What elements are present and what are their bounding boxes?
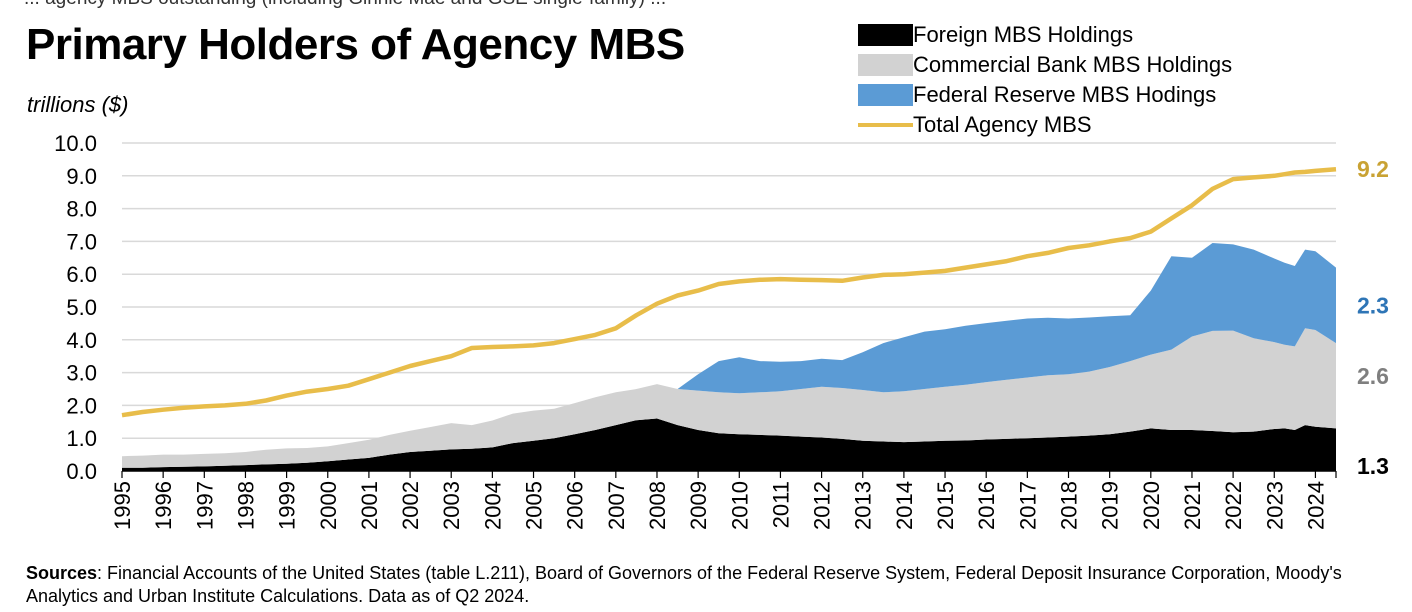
sources-note: Sources: Financial Accounts of the Unite… [26, 562, 1396, 608]
legend-swatch-foreign [858, 24, 913, 46]
x-tick-label: 2001 [357, 481, 382, 530]
x-tick-label: 2003 [439, 481, 464, 530]
x-tick-label: 2008 [645, 481, 670, 530]
x-tick-label: 2013 [851, 481, 876, 530]
y-tick-label: 0.0 [66, 459, 97, 484]
x-tick-label: 2015 [933, 481, 958, 530]
x-tick-label: 1995 [110, 481, 135, 530]
y-tick-label: 10.0 [54, 131, 97, 156]
x-tick-label: 2010 [727, 481, 752, 530]
x-tick-label: 2014 [892, 481, 917, 530]
legend-item-total: Total Agency MBS [858, 110, 1232, 140]
x-tick-label: 2017 [1015, 481, 1040, 530]
area-commercial-bank-mbs-holdings [122, 328, 1336, 468]
line-total-agency-mbs [121, 166, 1337, 418]
legend-label-total: Total Agency MBS [913, 112, 1092, 137]
x-tick-label: 2005 [522, 481, 547, 530]
x-tick-label: 1998 [233, 481, 258, 530]
x-tick-label: 2000 [316, 481, 341, 530]
x-tick-label: 2022 [1221, 481, 1246, 530]
x-tick-label: 2006 [563, 481, 588, 530]
legend-label-commercial-bank: Commercial Bank MBS Holdings [913, 52, 1233, 77]
sources-label: Sources [26, 563, 98, 583]
end-label-1: 2.3 [1357, 292, 1389, 318]
x-tick-label: 2023 [1262, 481, 1287, 530]
end-label-3: 1.3 [1357, 453, 1389, 479]
end-label-2: 2.6 [1357, 363, 1389, 389]
legend-item-foreign: Foreign MBS Holdings [858, 20, 1232, 50]
x-tick-label: 2002 [398, 481, 423, 530]
chart-title: Primary Holders of Agency MBS [26, 20, 685, 69]
sources-text: : Financial Accounts of the United State… [26, 563, 1342, 606]
x-tick-label: 1997 [192, 481, 217, 530]
x-tick-label: 2007 [604, 481, 629, 530]
y-tick-label: 9.0 [66, 164, 97, 189]
x-tick-label: 2024 [1303, 481, 1328, 530]
top-cut-text: ... agency MBS outstanding (including Gi… [24, 0, 666, 10]
chart-plot: 0.0 1.0 2.0 3.0 4.0 5.0 6.0 7.0 8.0 9.0 10.0 1995 19… [54, 131, 1389, 530]
legend-label-foreign: Foreign MBS Holdings [913, 22, 1134, 47]
legend-item-federal-reserve: Federal Reserve MBS Hodings [858, 80, 1232, 110]
area-series [122, 243, 1336, 471]
y-tick-label: 3.0 [66, 361, 97, 386]
legend-swatch-federal-reserve [858, 84, 913, 106]
total-line-series [121, 166, 1337, 418]
x-tick-label: 1999 [275, 481, 300, 530]
legend-item-commercial-bank: Commercial Bank MBS Holdings [858, 50, 1232, 80]
y-tick-label: 2.0 [66, 393, 97, 418]
y-unit-label: trillions ($) [27, 92, 129, 117]
x-tick-label: 2012 [810, 481, 835, 530]
end-value-labels: 9.2 2.3 2.6 1.3 [1357, 156, 1389, 479]
legend-label-federal-reserve: Federal Reserve MBS Hodings [913, 82, 1217, 107]
x-tick-label: 2020 [1139, 481, 1164, 530]
y-tick-label: 1.0 [66, 426, 97, 451]
x-tick-label: 2018 [1057, 481, 1082, 530]
end-label-0: 9.2 [1357, 156, 1389, 182]
legend-swatch-total [858, 123, 913, 127]
x-tick-label: 2011 [768, 481, 793, 528]
x-tick-label: 2009 [686, 481, 711, 530]
legend-swatch-commercial-bank [858, 54, 913, 76]
x-tick-label: 2004 [480, 481, 505, 530]
legend: Foreign MBS Holdings Commercial Bank MBS… [858, 20, 1232, 140]
x-tick-label: 2019 [1098, 481, 1123, 530]
y-tick-label: 4.0 [66, 328, 97, 353]
x-tick-label: 2016 [974, 481, 999, 530]
x-tick-label: 1996 [151, 481, 176, 530]
y-tick-label: 8.0 [66, 197, 97, 222]
area-foreign-mbs-holdings [122, 418, 1336, 471]
y-tick-label: 5.0 [66, 295, 97, 320]
axes: 0.0 1.0 2.0 3.0 4.0 5.0 6.0 7.0 8.0 9.0 10.0 1995 19… [54, 131, 1337, 530]
y-tick-label: 6.0 [66, 262, 97, 287]
x-tick-label: 2021 [1180, 481, 1205, 530]
y-tick-label: 7.0 [66, 229, 97, 254]
area-federal-reserve-mbs-hodings [122, 243, 1336, 457]
